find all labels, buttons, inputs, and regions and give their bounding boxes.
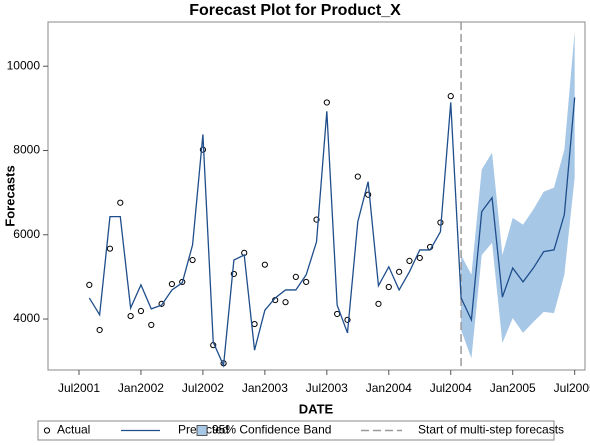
- actual-point: [354, 173, 361, 180]
- legend-box: [37, 420, 555, 441]
- actual-point: [303, 278, 310, 286]
- actual-point: [385, 283, 392, 291]
- x-tick-label: Jul2002: [182, 381, 224, 395]
- plot-frame: [47, 21, 586, 371]
- x-tick-label: Jul2004: [430, 381, 472, 395]
- actual-point: [168, 280, 176, 288]
- x-axis-label: DATE: [299, 401, 334, 416]
- x-tick-label: Jan2004: [366, 381, 412, 395]
- actual-point: [117, 199, 124, 206]
- y-tick-label: 8000: [13, 143, 40, 157]
- actual-point: [282, 299, 289, 306]
- confidence-band: [461, 31, 575, 359]
- actual-point: [137, 307, 145, 315]
- actual-point: [396, 268, 403, 275]
- y-tick-label: 4000: [13, 311, 40, 325]
- actual-point: [127, 312, 134, 320]
- legend-actual-symbol: [43, 427, 51, 434]
- actual-point: [106, 245, 114, 252]
- y-tick-label: 6000: [13, 227, 40, 241]
- y-axis-label: Forecasts: [2, 165, 17, 226]
- actual-point: [416, 254, 423, 262]
- actual-point: [375, 300, 382, 307]
- actual-point: [96, 326, 103, 334]
- actual-point: [334, 310, 341, 318]
- x-tick-label: Jul2001: [58, 381, 100, 395]
- actual-point: [86, 281, 93, 288]
- x-tick-label: Jul2003: [306, 381, 348, 395]
- legend-label: Actual: [57, 423, 90, 437]
- actual-point: [189, 256, 196, 264]
- actual-point: [447, 93, 454, 100]
- x-tick-label: Jan2002: [118, 381, 164, 395]
- legend-label: Start of multi-step forecasts: [418, 423, 564, 437]
- actual-point: [406, 257, 413, 264]
- actual-point: [323, 99, 330, 106]
- x-tick-label: Jan2005: [490, 381, 536, 395]
- x-tick-label: Jul2005: [554, 381, 590, 395]
- x-tick-label: Jan2003: [242, 381, 288, 395]
- predicted-line: [88, 97, 576, 368]
- legend-band-symbol: [196, 425, 208, 436]
- chart-title: Forecast Plot for Product_X: [189, 2, 401, 19]
- actual-point: [251, 320, 258, 328]
- y-tick-label: 10000: [7, 58, 41, 72]
- actual-point: [261, 261, 268, 268]
- actual-point: [292, 273, 299, 280]
- actual-point: [148, 321, 155, 329]
- legend-label: 95% Confidence Band: [212, 423, 331, 437]
